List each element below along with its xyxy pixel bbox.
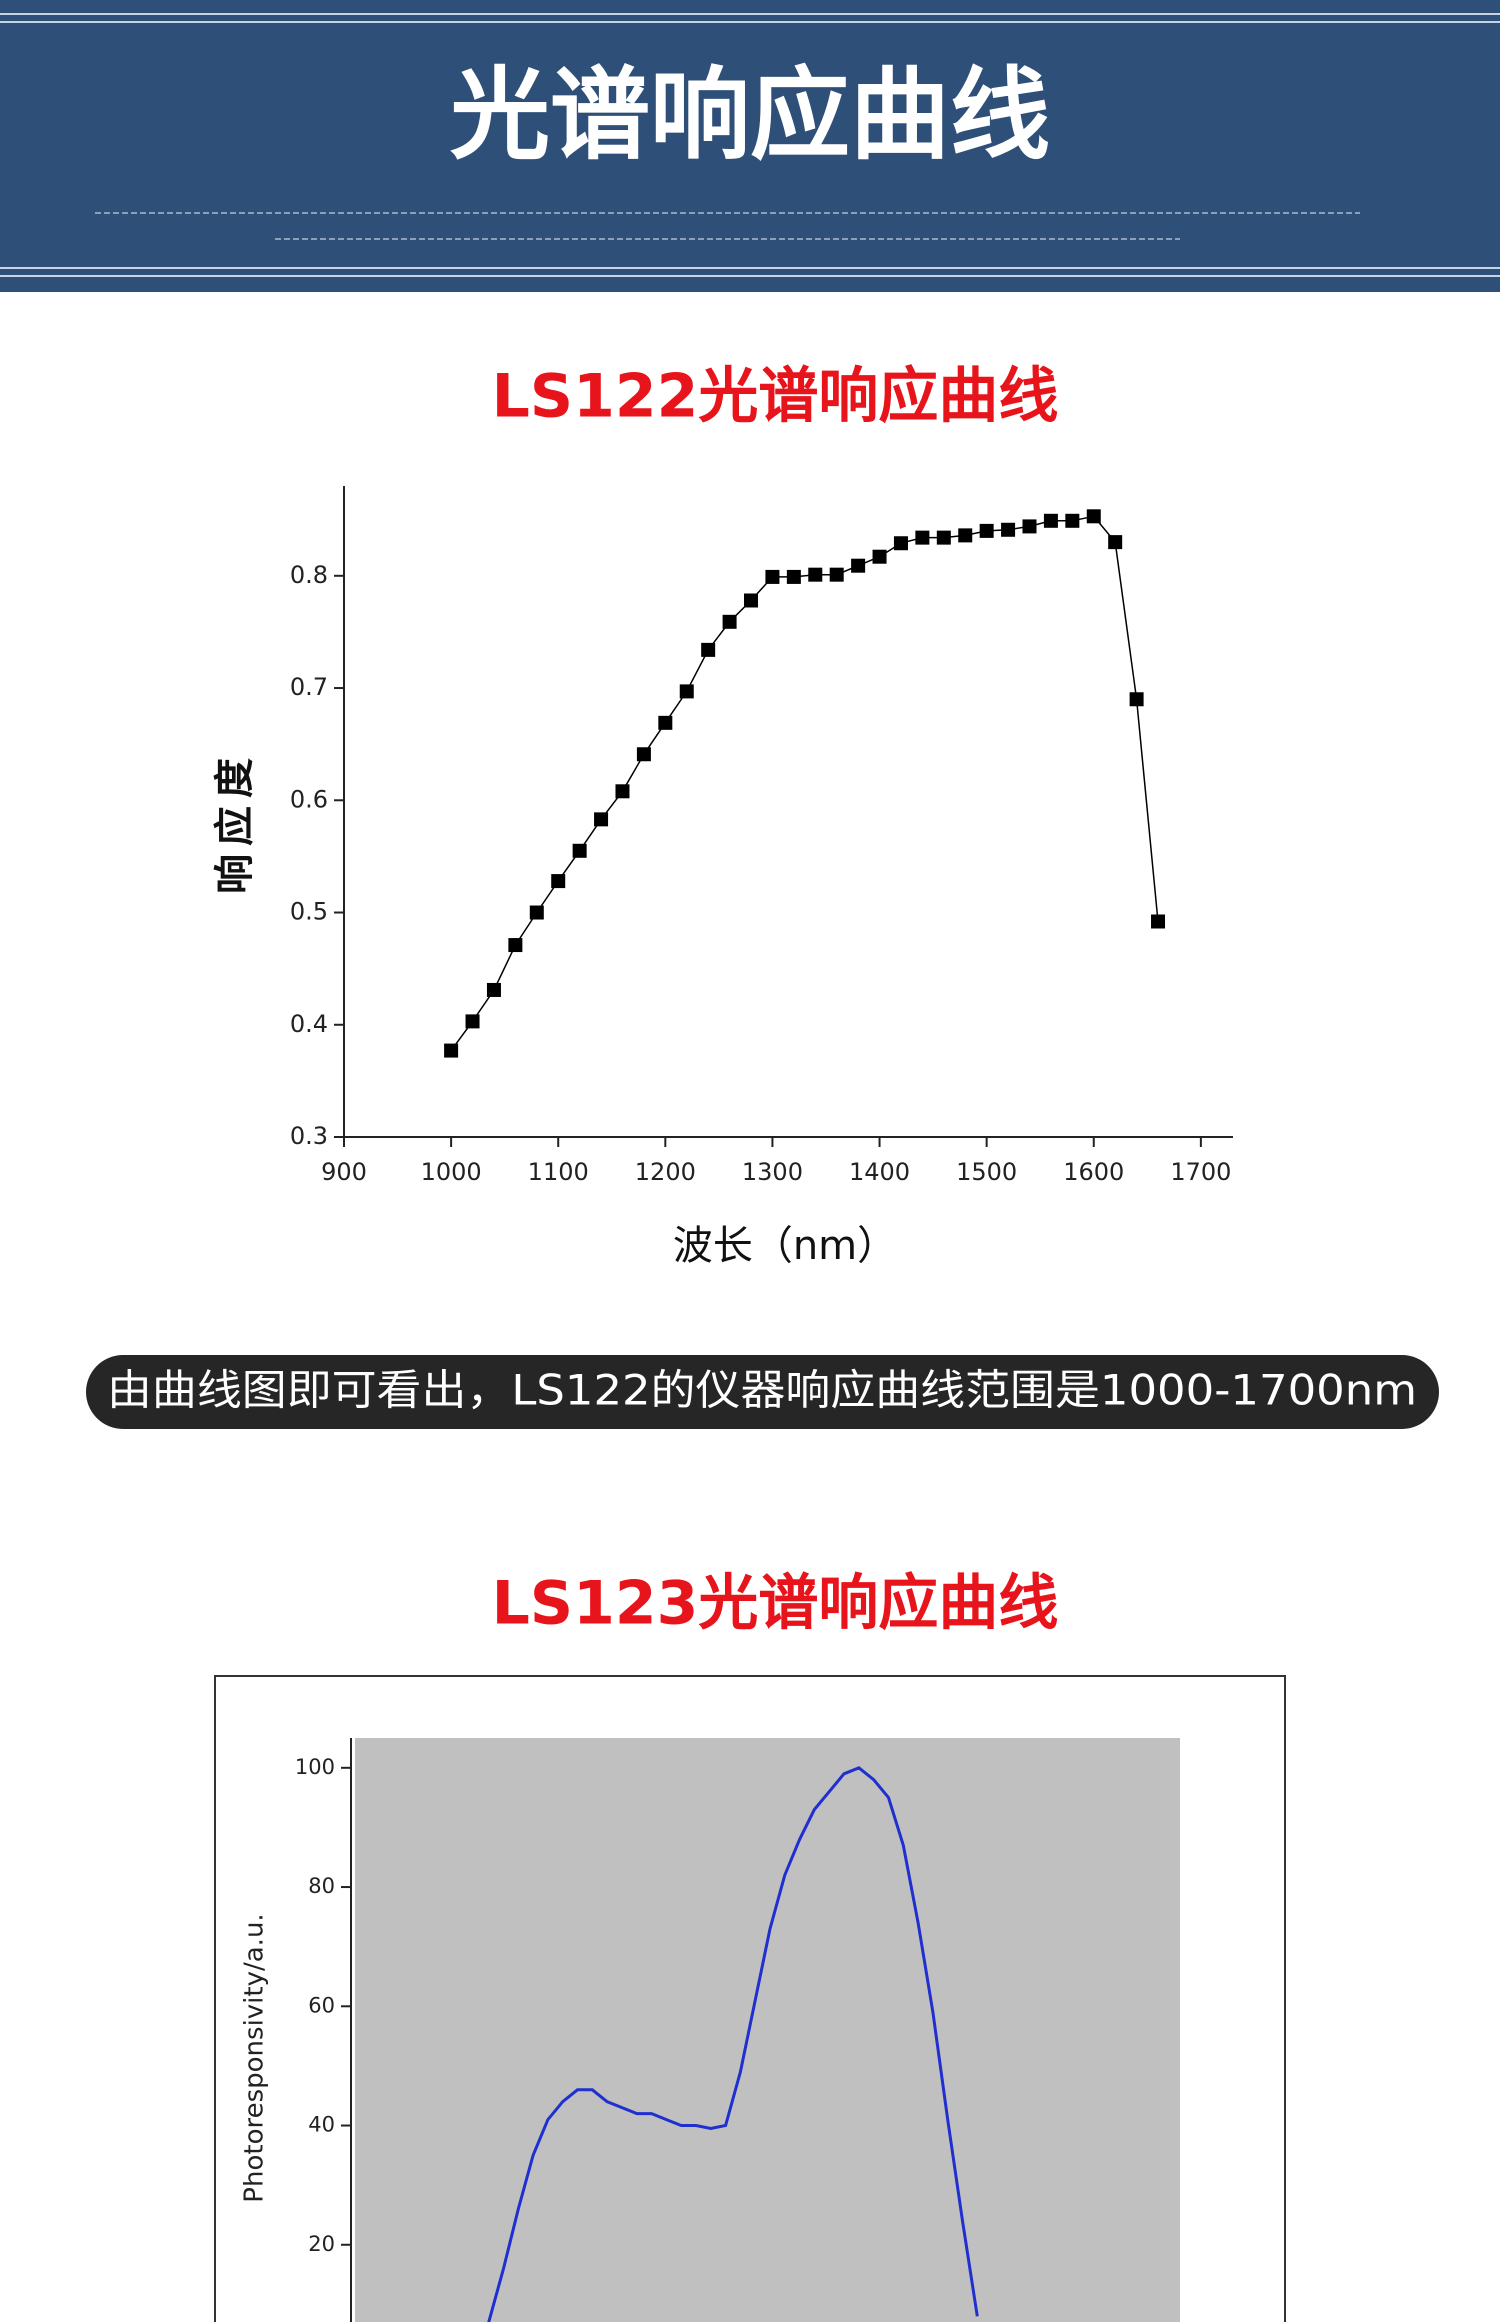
data-marker — [958, 528, 973, 543]
data-marker — [701, 642, 716, 657]
data-marker — [786, 569, 801, 584]
data-marker — [529, 905, 544, 920]
x-tick-label: 1700 — [1170, 1158, 1231, 1186]
y-tick-label: 0.4 — [290, 1010, 328, 1038]
header-banner — [0, 0, 1500, 292]
data-marker — [508, 938, 523, 953]
y-axis-label: 响应度 — [212, 750, 258, 894]
caption-pill — [86, 1355, 1439, 1429]
data-marker — [936, 530, 951, 545]
data-marker — [1043, 513, 1058, 528]
data-marker — [915, 530, 930, 545]
y-tick-label: 20 — [308, 2232, 335, 2256]
data-marker — [1086, 509, 1101, 524]
data-marker — [1151, 914, 1166, 929]
data-marker — [636, 747, 651, 762]
x-tick-label: 1500 — [956, 1158, 1017, 1186]
data-marker — [979, 523, 994, 538]
data-marker — [594, 812, 609, 827]
y-tick-label: 80 — [308, 1874, 335, 1898]
data-marker — [893, 536, 908, 551]
y-tick-label: 0.6 — [290, 785, 328, 813]
data-marker — [465, 1014, 480, 1029]
data-marker — [765, 569, 780, 584]
data-marker — [829, 567, 844, 582]
data-marker — [486, 982, 501, 997]
data-marker — [722, 614, 737, 629]
data-marker — [1001, 522, 1016, 537]
x-tick-label: 1300 — [742, 1158, 803, 1186]
x-tick-label: 1000 — [421, 1158, 482, 1186]
chart-title: LS122光谱响应曲线 — [492, 362, 1059, 432]
x-tick-label: 1400 — [849, 1158, 910, 1186]
data-marker — [872, 549, 887, 564]
y-tick-label: 60 — [308, 1993, 335, 2017]
y-tick-label: 0.5 — [290, 898, 328, 926]
x-tick-label: 1100 — [528, 1158, 589, 1186]
data-marker — [551, 874, 566, 889]
data-marker — [444, 1043, 459, 1058]
x-axis-label: 波长（nm） — [673, 1223, 897, 1269]
data-marker — [615, 784, 630, 799]
y-axis-label: Photoresponsivity/a.u. — [240, 1913, 270, 2202]
data-marker — [851, 558, 866, 573]
x-tick-label: 900 — [321, 1158, 367, 1186]
data-marker — [744, 593, 759, 608]
data-marker — [808, 567, 823, 582]
caption-text: 由曲线图即可看出，LS122的仪器响应曲线范围是1000-1700nm — [107, 1366, 1417, 1415]
data-marker — [658, 715, 673, 730]
data-marker — [1065, 513, 1080, 528]
y-tick-label: 0.7 — [290, 673, 328, 701]
header-title: 光谱响应曲线 — [450, 56, 1050, 173]
data-marker — [1022, 519, 1037, 534]
y-tick-label: 0.8 — [290, 561, 328, 589]
x-tick-label: 1200 — [635, 1158, 696, 1186]
data-marker — [1129, 692, 1144, 707]
data-marker — [679, 684, 694, 699]
data-line — [450, 515, 1159, 1052]
chart-title: LS123光谱响应曲线 — [492, 1569, 1059, 1639]
y-tick-label: 0.3 — [290, 1122, 328, 1150]
y-tick-label: 40 — [308, 2113, 335, 2137]
x-tick-label: 1600 — [1063, 1158, 1124, 1186]
data-marker — [572, 843, 587, 858]
data-line — [487, 1766, 979, 2322]
y-tick-label: 100 — [295, 1755, 335, 1779]
plot-background — [355, 1738, 1180, 2322]
data-marker — [1108, 535, 1123, 550]
